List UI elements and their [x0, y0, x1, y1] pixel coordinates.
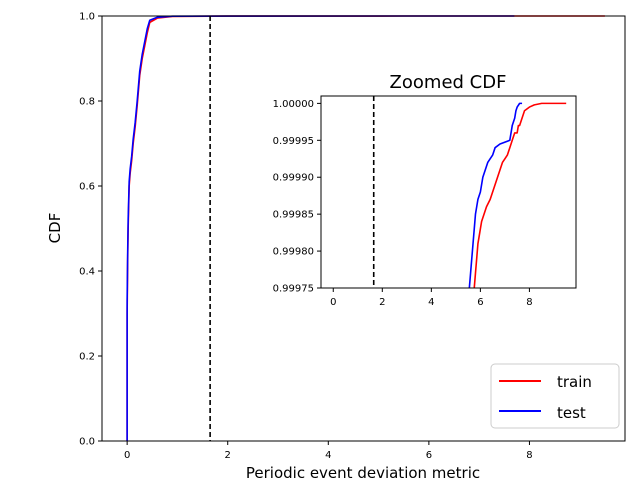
- main-plot: 0 2 4 6 8 0.0 0.2 0.4 0.6 0.8 1.0 Periodic event d…: [46, 12, 626, 480]
- main-y-tick-label: 0.0: [79, 437, 95, 448]
- legend-label-train: train: [557, 373, 592, 391]
- inset-plot-frame: [320, 95, 577, 289]
- inset-x-tick-label: 8: [526, 297, 532, 308]
- inset-x-tick-label: 4: [428, 297, 434, 308]
- legend-label-test: test: [557, 404, 586, 422]
- inset-y-tick-label: 0.99990: [273, 173, 314, 184]
- inset-series-line-train: [473, 102, 567, 289]
- inset-series-line-test: [468, 102, 523, 289]
- inset-x-tick-label: 2: [379, 297, 385, 308]
- inset-y-tick-label: 0.99995: [273, 136, 314, 147]
- main-y-tick-label: 1.0: [79, 12, 95, 23]
- inset-ticks-group: 0 2 4 6 8 0.99975 0.99980 0.99985 0.99990 0.99995…: [273, 99, 533, 308]
- legend-box: [490, 363, 620, 429]
- main-ticks-group: 0 2 4 6 8 0.0 0.2 0.4 0.6 0.8 1.0: [79, 12, 533, 462]
- legend: train test: [490, 363, 620, 429]
- main-x-tick-label: 2: [225, 450, 231, 461]
- main-y-tick-label: 0.6: [79, 182, 95, 193]
- main-x-tick-label: 0: [124, 450, 130, 461]
- main-plot-frame: [101, 15, 626, 442]
- inset-y-tick-label: 1.00000: [273, 99, 314, 110]
- inset-x-tick-label: 0: [330, 297, 336, 308]
- main-y-tick-label: 0.4: [79, 267, 95, 278]
- inset-x-tick-label: 6: [477, 297, 483, 308]
- main-y-tick-label: 0.2: [79, 352, 95, 363]
- inset-plot: 0 2 4 6 8 0.99975 0.99980 0.99985 0.99990 0.99995…: [273, 72, 577, 308]
- main-y-axis-label: CDF: [46, 213, 64, 244]
- main-x-tick-label: 8: [526, 450, 532, 461]
- inset-y-tick-label: 0.99975: [273, 284, 314, 295]
- main-x-axis-label: Periodic event deviation metric: [246, 464, 480, 480]
- inset-series-group: [372, 96, 567, 289]
- main-y-tick-label: 0.8: [79, 97, 95, 108]
- inset-y-tick-label: 0.99980: [273, 247, 314, 258]
- inset-background: [321, 96, 576, 288]
- main-x-tick-label: 4: [325, 450, 331, 461]
- main-x-tick-label: 6: [426, 450, 432, 461]
- inset-y-tick-label: 0.99985: [273, 210, 314, 221]
- inset-title: Zoomed CDF: [390, 72, 507, 93]
